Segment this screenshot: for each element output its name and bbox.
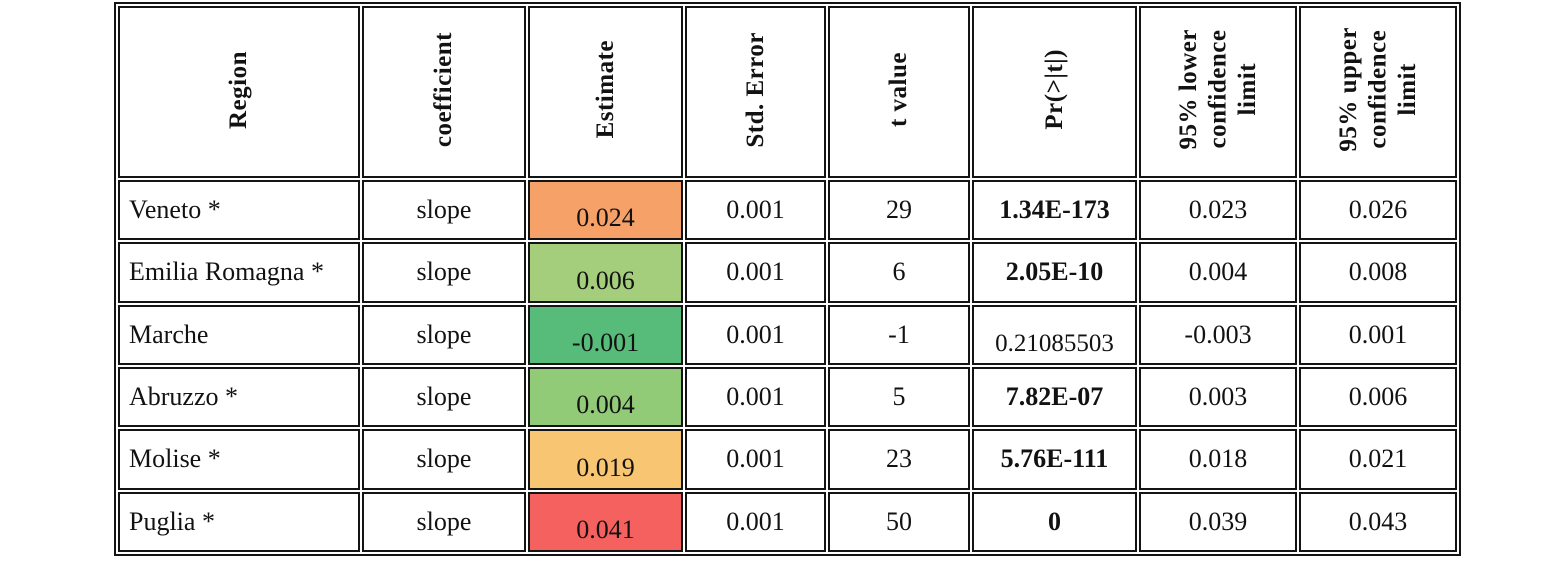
column-header-estimate: Estimate <box>528 6 683 178</box>
column-header-region-label: Region <box>225 50 253 129</box>
table-header: Region coefficient Estimate Std. Error t… <box>118 6 1457 178</box>
t-value-cell: 50 <box>828 491 970 552</box>
estimate-cell: -0.001 <box>528 304 683 365</box>
column-header-coefficient-label: coefficient <box>430 31 458 148</box>
t-value-cell: -1 <box>828 304 970 365</box>
pr-cell: 2.05E-10 <box>972 242 1137 303</box>
ci-upper-cell: 0.026 <box>1299 180 1457 241</box>
column-header-ci-lower: 95% lower confidence limit <box>1139 6 1297 178</box>
estimate-cell: 0.006 <box>528 242 683 303</box>
ci-lower-cell: 0.039 <box>1139 491 1297 552</box>
estimate-cell: 0.004 <box>528 366 683 428</box>
std-error-cell: 0.001 <box>685 304 826 365</box>
region-cell: Veneto * <box>118 180 360 241</box>
table-row-veneto: Veneto * slope 0.024 0.001 29 1.34E-173 … <box>118 180 1457 241</box>
coefficient-cell: slope <box>362 304 526 365</box>
ci-lower-cell: 0.003 <box>1139 366 1297 428</box>
t-value-cell: 29 <box>828 180 970 241</box>
ci-upper-cell: 0.001 <box>1299 304 1457 365</box>
t-value-cell: 23 <box>828 429 970 490</box>
ci-upper-cell: 0.021 <box>1299 429 1457 490</box>
std-error-cell: 0.001 <box>685 429 826 490</box>
pr-cell: 1.34E-173 <box>972 180 1137 241</box>
table-row-emilia-romagna: Emilia Romagna * slope 0.006 0.001 6 2.0… <box>118 242 1457 303</box>
estimate-cell: 0.019 <box>528 429 683 490</box>
table-body: Veneto * slope 0.024 0.001 29 1.34E-173 … <box>118 180 1457 552</box>
ci-lower-cell: 0.023 <box>1139 180 1297 241</box>
ci-upper-cell: 0.006 <box>1299 366 1457 428</box>
regression-results-table: Region coefficient Estimate Std. Error t… <box>114 2 1461 556</box>
region-cell: Puglia * <box>118 491 360 552</box>
region-cell: Molise * <box>118 429 360 490</box>
estimate-cell: 0.024 <box>528 180 683 241</box>
table-row-molise: Molise * slope 0.019 0.001 23 5.76E-111 … <box>118 429 1457 490</box>
column-header-t-value-label: t value <box>885 51 913 128</box>
column-header-std-error-label: Std. Error <box>741 31 769 148</box>
table-row-marche: Marche slope -0.001 0.001 -1 0.21085503 … <box>118 304 1457 365</box>
ci-lower-cell: 0.018 <box>1139 429 1297 490</box>
column-header-coefficient: coefficient <box>362 6 526 178</box>
column-header-estimate-label: Estimate <box>591 40 619 139</box>
table-row-puglia: Puglia * slope 0.041 0.001 50 0 0.039 0.… <box>118 491 1457 552</box>
coefficient-cell: slope <box>362 491 526 552</box>
column-header-pr-label: Pr(>|t|) <box>1040 49 1068 130</box>
coefficient-cell: slope <box>362 429 526 490</box>
std-error-cell: 0.001 <box>685 491 826 552</box>
table-row-abruzzo: Abruzzo * slope 0.004 0.001 5 7.82E-07 0… <box>118 366 1457 428</box>
std-error-cell: 0.001 <box>685 242 826 303</box>
region-cell: Abruzzo * <box>118 366 360 428</box>
column-header-ci-lower-label: 95% lower confidence limit <box>1174 29 1261 150</box>
pr-cell: 5.76E-111 <box>972 429 1137 490</box>
column-header-std-error: Std. Error <box>685 6 826 178</box>
column-header-ci-upper-label: 95% upper confidence limit <box>1334 27 1421 152</box>
column-header-ci-upper: 95% upper confidence limit <box>1299 6 1457 178</box>
column-header-region: Region <box>118 6 360 178</box>
std-error-cell: 0.001 <box>685 180 826 241</box>
pr-cell: 0.21085503 <box>972 304 1137 365</box>
regression-table-container: Region coefficient Estimate Std. Error t… <box>114 2 1461 556</box>
ci-upper-cell: 0.043 <box>1299 491 1457 552</box>
region-cell: Emilia Romagna * <box>118 242 360 303</box>
header-row: Region coefficient Estimate Std. Error t… <box>118 6 1457 178</box>
std-error-cell: 0.001 <box>685 366 826 428</box>
ci-lower-cell: -0.003 <box>1139 304 1297 365</box>
column-header-t-value: t value <box>828 6 970 178</box>
ci-upper-cell: 0.008 <box>1299 242 1457 303</box>
coefficient-cell: slope <box>362 242 526 303</box>
pr-cell: 7.82E-07 <box>972 366 1137 428</box>
estimate-cell: 0.041 <box>528 491 683 552</box>
column-header-pr: Pr(>|t|) <box>972 6 1137 178</box>
coefficient-cell: slope <box>362 366 526 428</box>
ci-lower-cell: 0.004 <box>1139 242 1297 303</box>
pr-cell: 0 <box>972 491 1137 552</box>
coefficient-cell: slope <box>362 180 526 241</box>
region-cell: Marche <box>118 304 360 365</box>
t-value-cell: 6 <box>828 242 970 303</box>
t-value-cell: 5 <box>828 366 970 428</box>
